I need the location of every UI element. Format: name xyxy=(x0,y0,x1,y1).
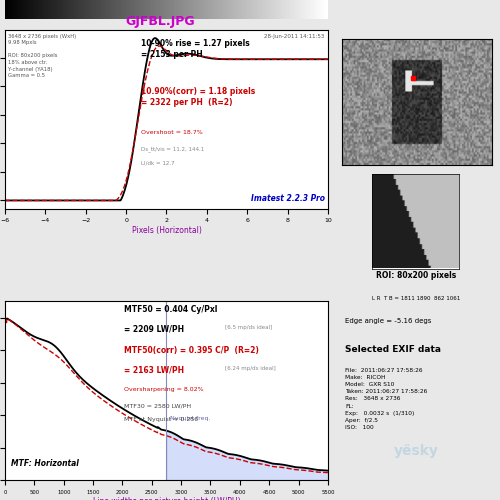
Text: File:  2011:06:27 17:58:26
Make:  RICOH
Model:  GXR S10
Taken: 2011:06:27 17:58:: File: 2011:06:27 17:58:26 Make: RICOH Mo… xyxy=(346,368,428,430)
Text: MTF: Horizontal: MTF: Horizontal xyxy=(12,458,80,468)
Text: [6.5 mp/ds ideal]: [6.5 mp/ds ideal] xyxy=(224,324,272,330)
Text: 28-Jun-2011 14:11:53: 28-Jun-2011 14:11:53 xyxy=(264,34,324,38)
Text: MTF50 = 0.404 Cy/Pxl: MTF50 = 0.404 Cy/Pxl xyxy=(124,305,218,314)
Text: yësky: yësky xyxy=(394,444,438,458)
Text: MTF50(corr) = 0.395 C/P  (R=2): MTF50(corr) = 0.395 C/P (R=2) xyxy=(124,346,260,355)
Text: MTF at Nyquist = 0.256: MTF at Nyquist = 0.256 xyxy=(124,418,198,422)
Text: MTF30 = 2580 LW/PH: MTF30 = 2580 LW/PH xyxy=(124,403,192,408)
Text: Selected EXIF data: Selected EXIF data xyxy=(346,345,442,354)
Text: = 2163 LW/PH: = 2163 LW/PH xyxy=(124,366,184,374)
Text: [6.24 mp/ds ideal]: [6.24 mp/ds ideal] xyxy=(224,366,276,370)
Text: GJFBL.JPG: GJFBL.JPG xyxy=(125,15,195,28)
Text: Imatest 2.2.3 Pro: Imatest 2.2.3 Pro xyxy=(250,194,324,203)
Text: Oversharpening = 8.02%: Oversharpening = 8.02% xyxy=(124,387,204,392)
Text: 10-90% rise = 1.27 pixels
= 2153 per PH: 10-90% rise = 1.27 pixels = 2153 per PH xyxy=(140,39,250,59)
Text: ROI: 80x200 pixels: ROI: 80x200 pixels xyxy=(376,270,456,280)
Text: LI/dk = 12.7: LI/dk = 12.7 xyxy=(140,160,174,166)
X-axis label: Line widths per picture height (LW/PH): Line widths per picture height (LW/PH) xyxy=(92,498,240,500)
Text: Nyquist freq.: Nyquist freq. xyxy=(170,416,210,421)
Text: L R  T B = 1811 1890  862 1061: L R T B = 1811 1890 862 1061 xyxy=(372,296,460,300)
Text: Edge angle = -5.16 degs: Edge angle = -5.16 degs xyxy=(346,318,432,324)
X-axis label: Pixels (Horizontal): Pixels (Horizontal) xyxy=(132,226,202,235)
Text: = 2209 LW/PH: = 2209 LW/PH xyxy=(124,324,184,334)
Text: 3648 x 2736 pixels (WxH)
9.98 Mpxls

ROI: 80x200 pixels
18% above ctr.
Y-channel: 3648 x 2736 pixels (WxH) 9.98 Mpxls ROI:… xyxy=(8,34,76,78)
Text: Overshoot = 18.7%: Overshoot = 18.7% xyxy=(140,130,202,135)
Text: Ds_tt/vis = 11.2, 144.1: Ds_tt/vis = 11.2, 144.1 xyxy=(140,146,204,152)
Text: 10.90%(corr) = 1.18 pixels
= 2322 per PH  (R=2): 10.90%(corr) = 1.18 pixels = 2322 per PH… xyxy=(140,87,255,107)
